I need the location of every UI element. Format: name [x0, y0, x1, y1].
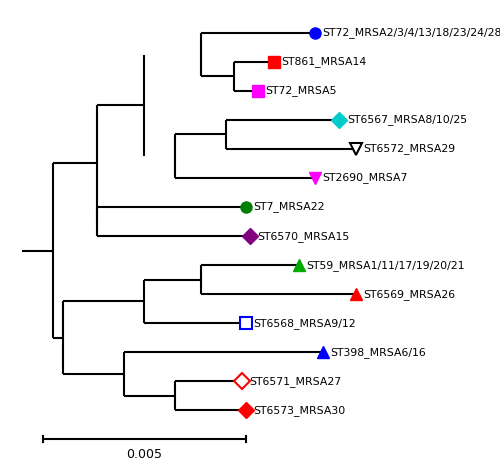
Text: ST861_MRSA14: ST861_MRSA14 — [282, 57, 367, 67]
Text: ST72_MRSA2/3/4/13/18/23/24/28: ST72_MRSA2/3/4/13/18/23/24/28 — [322, 27, 500, 38]
Text: ST6570_MRSA15: ST6570_MRSA15 — [258, 230, 350, 241]
Text: ST6569_MRSA26: ST6569_MRSA26 — [363, 289, 455, 300]
Text: ST7_MRSA22: ST7_MRSA22 — [254, 201, 325, 212]
Text: ST72_MRSA5: ST72_MRSA5 — [266, 86, 337, 96]
Text: ST2690_MRSA7: ST2690_MRSA7 — [322, 172, 408, 183]
Text: ST6571_MRSA27: ST6571_MRSA27 — [249, 376, 342, 387]
Text: 0.005: 0.005 — [126, 448, 162, 461]
Text: ST6572_MRSA29: ST6572_MRSA29 — [363, 143, 455, 154]
Text: ST6573_MRSA30: ST6573_MRSA30 — [254, 405, 346, 416]
Text: ST59_MRSA1/11/17/19/20/21: ST59_MRSA1/11/17/19/20/21 — [306, 260, 464, 271]
Text: ST6568_MRSA9/12: ST6568_MRSA9/12 — [254, 318, 356, 329]
Text: ST398_MRSA6/16: ST398_MRSA6/16 — [330, 347, 426, 358]
Text: ST6567_MRSA8/10/25: ST6567_MRSA8/10/25 — [347, 114, 467, 125]
